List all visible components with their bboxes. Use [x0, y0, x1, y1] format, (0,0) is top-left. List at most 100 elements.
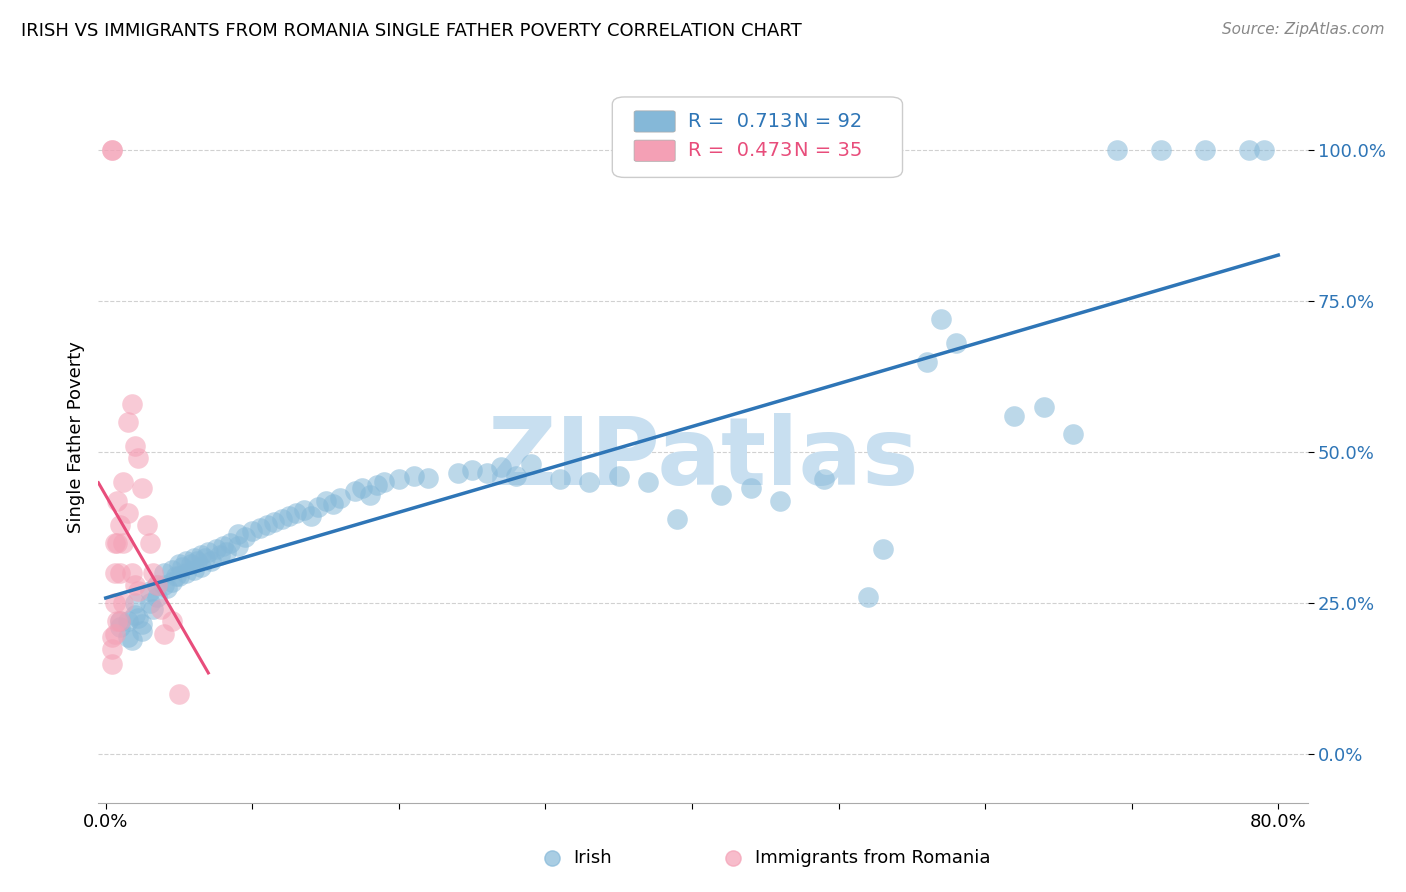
Point [186, 554, 208, 568]
Point [329, 491, 352, 505]
Point [915, 354, 938, 368]
Point [142, 602, 165, 616]
Point [226, 526, 249, 541]
Point [197, 545, 219, 559]
Point [190, 548, 212, 562]
Point [167, 557, 190, 571]
Point [491, 460, 513, 475]
Point [1032, 400, 1054, 414]
Point [110, 566, 132, 580]
Point [135, 517, 157, 532]
Point [240, 524, 263, 538]
Point [461, 463, 484, 477]
Point [107, 493, 129, 508]
Point [127, 451, 149, 466]
Text: ZIPatlas: ZIPatlas [488, 413, 918, 505]
Point [103, 626, 125, 640]
Point [1105, 143, 1128, 157]
Text: IRISH VS IMMIGRANTS FROM ROMANIA SINGLE FATHER POVERTY CORRELATION CHART: IRISH VS IMMIGRANTS FROM ROMANIA SINGLE … [21, 22, 801, 40]
Point [167, 687, 190, 701]
Point [167, 569, 190, 583]
Point [373, 475, 395, 490]
Point [131, 617, 153, 632]
Point [233, 530, 256, 544]
Point [929, 312, 952, 326]
Point [124, 608, 146, 623]
Point [418, 470, 440, 484]
Point [103, 536, 125, 550]
Point [183, 563, 205, 577]
Point [215, 545, 238, 559]
FancyBboxPatch shape [634, 111, 675, 132]
Point [146, 591, 169, 605]
Text: Irish: Irish [574, 848, 612, 867]
Point [249, 521, 271, 535]
Point [124, 578, 146, 592]
Point [212, 539, 235, 553]
Point [117, 630, 139, 644]
Point [769, 493, 792, 508]
Point [1150, 143, 1173, 157]
Point [270, 511, 292, 525]
Point [505, 469, 527, 483]
Point [146, 578, 169, 592]
Point [110, 615, 132, 629]
Point [110, 615, 132, 629]
Point [285, 506, 308, 520]
Point [176, 566, 198, 580]
Point [127, 584, 149, 599]
FancyBboxPatch shape [613, 97, 903, 178]
Point [146, 578, 169, 592]
Point [138, 584, 160, 599]
Point [200, 554, 222, 568]
Point [100, 641, 122, 656]
Point [219, 536, 242, 550]
Point [446, 467, 468, 481]
Point [165, 569, 187, 583]
Point [256, 517, 278, 532]
Point [127, 611, 149, 625]
Point [343, 484, 366, 499]
Point [475, 467, 498, 481]
Point [520, 457, 543, 471]
Point [121, 397, 143, 411]
Point [607, 469, 630, 483]
Point [402, 469, 425, 483]
Point [110, 517, 132, 532]
Point [740, 482, 762, 496]
Text: Immigrants from Romania: Immigrants from Romania [755, 848, 990, 867]
Point [366, 478, 388, 492]
Point [112, 475, 135, 490]
Point [100, 630, 122, 644]
Point [153, 566, 176, 580]
Point [124, 439, 146, 453]
Point [352, 482, 374, 496]
Point [103, 596, 125, 610]
Y-axis label: Single Father Poverty: Single Father Poverty [66, 341, 84, 533]
FancyBboxPatch shape [634, 140, 675, 161]
Point [100, 143, 122, 157]
Point [100, 657, 122, 671]
Point [142, 566, 165, 580]
Point [110, 620, 132, 634]
Point [1004, 409, 1026, 423]
Text: R =  0.473: R = 0.473 [689, 141, 793, 160]
Point [112, 596, 135, 610]
Point [190, 560, 212, 574]
Point [204, 541, 226, 556]
Point [103, 566, 125, 580]
Point [194, 551, 217, 566]
Point [1237, 143, 1260, 157]
Point [153, 578, 176, 592]
Text: N = 92: N = 92 [793, 112, 862, 130]
Point [1194, 143, 1216, 157]
Text: Source: ZipAtlas.com: Source: ZipAtlas.com [1222, 22, 1385, 37]
Point [183, 551, 205, 566]
Point [138, 536, 160, 550]
Point [322, 497, 344, 511]
Point [578, 475, 600, 490]
Point [299, 508, 322, 523]
Point [176, 554, 198, 568]
Point [156, 581, 179, 595]
Point [117, 415, 139, 429]
